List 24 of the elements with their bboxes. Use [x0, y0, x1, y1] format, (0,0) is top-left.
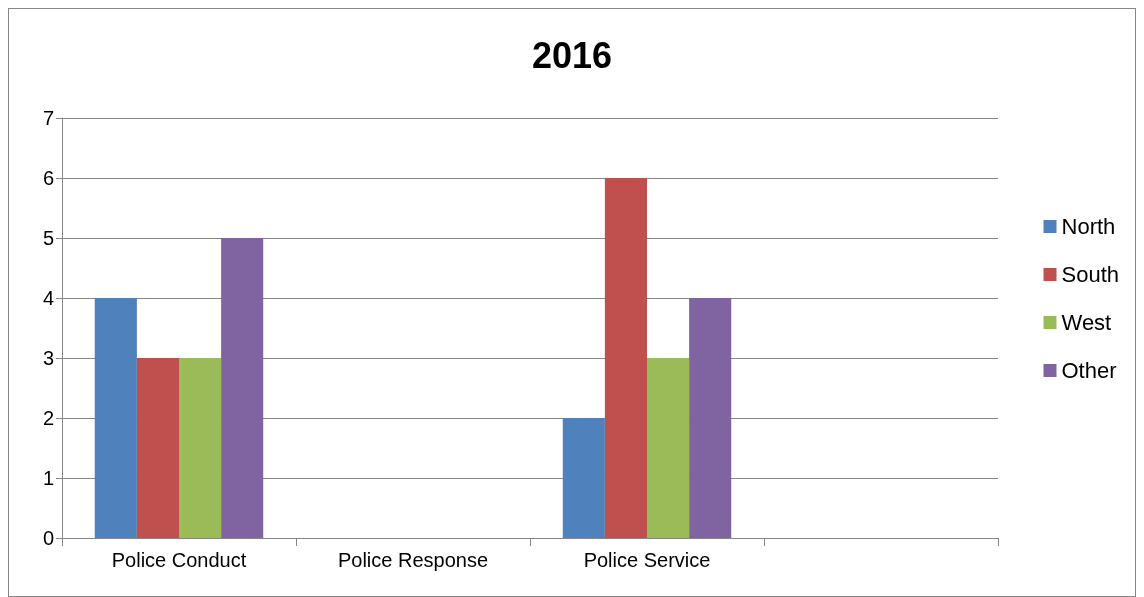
y-tick-label: 4 [42, 287, 54, 309]
y-tick-label: 2 [42, 407, 54, 429]
y-tick-label: 7 [42, 107, 54, 129]
bar [562, 418, 605, 538]
y-tick-label: 6 [42, 167, 54, 189]
bar [94, 298, 137, 538]
x-tick-label: Police Service [583, 549, 711, 571]
y-tick-label: 5 [42, 227, 54, 249]
legend-label: Other [1061, 358, 1117, 383]
x-tick-label: Police Response [337, 549, 489, 571]
y-tick-label: 3 [42, 347, 54, 369]
legend-label: West [1061, 310, 1112, 335]
chart-title: 2016 [531, 34, 613, 76]
legend-label: North [1061, 214, 1116, 239]
bar [604, 178, 647, 538]
y-tick-label: 1 [42, 467, 54, 489]
bar [647, 358, 690, 538]
bar [221, 238, 264, 538]
legend-label: South [1061, 262, 1120, 287]
y-tick-label: 0 [42, 527, 54, 549]
bar [136, 358, 179, 538]
x-tick-label: Police Conduct [111, 549, 247, 571]
bar [689, 298, 732, 538]
bar [179, 358, 222, 538]
